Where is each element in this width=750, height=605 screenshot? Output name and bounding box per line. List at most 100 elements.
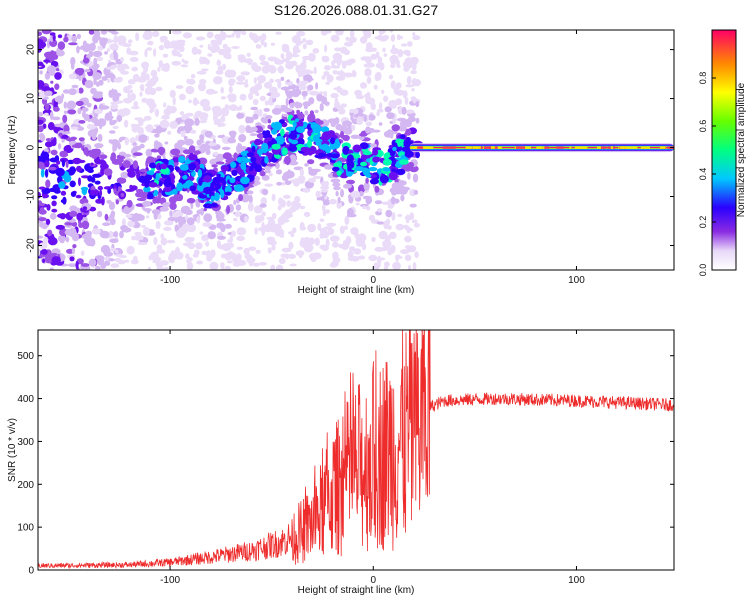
spectrogram-cell — [252, 113, 259, 120]
spectrogram-cell — [54, 83, 60, 90]
spectrogram-cell — [56, 49, 65, 57]
spectrogram-cell — [55, 167, 65, 177]
spectrogram-cell — [70, 126, 79, 130]
spectrogram-cell — [100, 262, 107, 269]
spectrogram-cell — [389, 30, 393, 33]
spectrogram-cell — [304, 110, 309, 116]
spectrogram-ridge-cell — [320, 126, 330, 133]
spectrogram-cell — [107, 78, 111, 83]
spectrogram-cell — [270, 264, 276, 270]
colorbar-tick-label: 0.4 — [698, 168, 708, 181]
spectrogram-cell — [51, 256, 61, 265]
spectrogram-cell — [94, 180, 101, 185]
spectrogram-cell — [44, 91, 52, 97]
spectrogram-cell — [206, 250, 212, 259]
spectrogram-cell — [69, 166, 76, 175]
spectrogram-cell — [185, 85, 195, 95]
spectrogram-cell — [197, 82, 206, 92]
snr-y-ticks: 0 100 200 300 400 500 — [17, 351, 674, 577]
spectrogram-cell — [207, 46, 217, 51]
spectrogram-cell — [220, 223, 226, 233]
spectrogram-cell — [404, 235, 412, 243]
spectrogram-cell — [280, 253, 290, 258]
spectrogram-cell — [92, 50, 103, 58]
spectrogram-cell — [168, 251, 179, 260]
spectrogram-cell — [334, 117, 340, 125]
spectrogram-cell — [38, 31, 42, 36]
spectrogram-cell — [374, 200, 383, 205]
spectrogram-cell — [72, 244, 77, 249]
spectrogram-cell — [396, 34, 401, 41]
x-tick-label: 0 — [370, 575, 376, 586]
spectrogram-cell — [48, 237, 58, 246]
spectrogram-cell — [81, 175, 90, 179]
spectrogram-cell — [247, 116, 254, 124]
spectrogram-cell — [110, 103, 119, 110]
y-tick-label: 100 — [17, 523, 34, 534]
spectrogram-cell — [147, 40, 154, 46]
spectrogram-ridge-cell — [201, 181, 210, 188]
spectrogram-cell — [395, 254, 401, 259]
spectrogram-cell — [63, 110, 69, 114]
steady-band-fleck — [620, 146, 630, 149]
spectrogram-cell — [312, 252, 322, 260]
spectrogram-cell — [143, 115, 152, 121]
spectrogram-cell — [281, 247, 292, 253]
spectrogram-ridge-cell — [321, 143, 329, 151]
spectrogram-cell — [271, 107, 282, 115]
snr-series-line — [38, 330, 674, 570]
spectrogram-cell — [62, 114, 68, 124]
spectrogram-cell — [206, 145, 211, 151]
spectrogram-cell — [349, 108, 356, 113]
spectrogram-x-ticks: -100 0 100 — [160, 30, 585, 286]
spectrogram-cell — [405, 245, 411, 250]
spectrogram-cell — [97, 210, 103, 218]
spectrogram-cell — [275, 31, 282, 35]
spectrogram-cell — [184, 138, 194, 146]
spectrogram-cell — [83, 113, 90, 122]
spectrogram-ridge-cell — [163, 187, 172, 193]
spectrogram-cell — [80, 45, 86, 49]
spectrogram-cell — [62, 196, 67, 205]
spectrogram-cell — [289, 102, 295, 109]
spectrogram-cell — [97, 185, 104, 191]
spectrogram-cell — [407, 161, 415, 168]
spectrogram-cell — [126, 199, 133, 208]
spectrogram-cell — [94, 122, 101, 127]
spectrogram-cell — [336, 70, 345, 76]
spectrogram-cell — [378, 30, 384, 36]
spectrogram-cell — [304, 244, 314, 251]
spectrogram-cell — [227, 239, 231, 243]
spectrogram-cell — [99, 105, 110, 110]
spectrogram-cell — [71, 221, 78, 227]
spectrogram-cell — [277, 65, 284, 74]
spectrogram-cell — [54, 72, 62, 80]
spectrogram-cell — [86, 124, 97, 130]
spectrogram-ridge-cell — [359, 142, 369, 150]
spectrogram-cell — [400, 43, 408, 47]
spectrogram-cell — [71, 35, 78, 43]
spectrogram-cell — [127, 39, 133, 44]
spectrogram-cell — [212, 113, 219, 122]
spectrogram-cell — [106, 48, 111, 52]
spectrogram-cell — [224, 265, 231, 270]
spectrogram-cell — [324, 65, 331, 71]
spectrogram-ridge-cell — [189, 185, 197, 192]
spectrogram-cell — [51, 200, 57, 207]
spectrogram-cell — [64, 222, 73, 226]
spectrogram-cell — [392, 261, 401, 270]
spectrogram-cell — [354, 108, 359, 114]
spectrogram-cell — [113, 77, 123, 83]
spectrogram-cell — [76, 45, 80, 54]
spectrogram-ridge-cell — [148, 162, 158, 169]
spectrogram-cell — [59, 213, 66, 220]
steady-band-fleck — [596, 146, 600, 149]
spectrogram-cell — [97, 45, 104, 51]
spectrogram-cell — [120, 225, 129, 231]
spectrogram-cell — [302, 95, 307, 100]
spectrogram-cell — [40, 151, 50, 160]
spectrogram-cell — [190, 73, 196, 79]
spectrogram-cell — [411, 88, 415, 92]
spectrogram-cell — [46, 65, 57, 74]
spectrogram-cell — [216, 218, 226, 222]
